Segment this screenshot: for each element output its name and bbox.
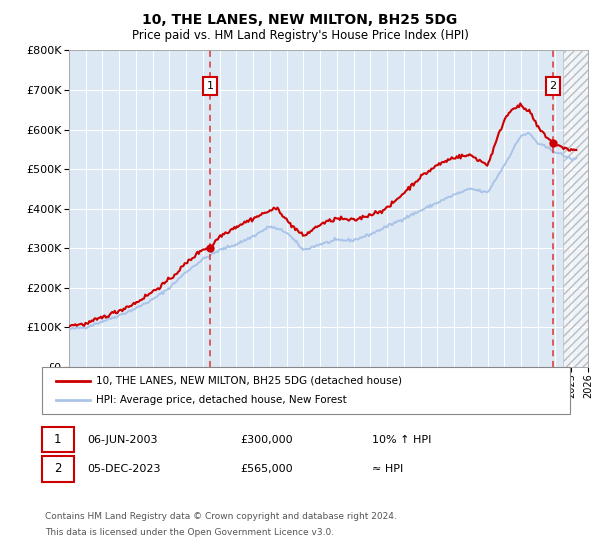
Text: Contains HM Land Registry data © Crown copyright and database right 2024.: Contains HM Land Registry data © Crown c… — [45, 512, 397, 521]
Text: 10% ↑ HPI: 10% ↑ HPI — [372, 435, 431, 445]
Text: 10, THE LANES, NEW MILTON, BH25 5DG: 10, THE LANES, NEW MILTON, BH25 5DG — [142, 13, 458, 27]
Text: £300,000: £300,000 — [240, 435, 293, 445]
Text: £565,000: £565,000 — [240, 464, 293, 474]
Bar — [563, 50, 588, 367]
Text: 05-DEC-2023: 05-DEC-2023 — [87, 464, 161, 474]
Text: 2: 2 — [550, 81, 557, 91]
Text: 1: 1 — [206, 81, 214, 91]
Text: ≈ HPI: ≈ HPI — [372, 464, 403, 474]
Text: HPI: Average price, detached house, New Forest: HPI: Average price, detached house, New … — [96, 395, 347, 405]
Text: 2: 2 — [54, 462, 62, 475]
Text: This data is licensed under the Open Government Licence v3.0.: This data is licensed under the Open Gov… — [45, 528, 334, 536]
Text: 1: 1 — [54, 433, 62, 446]
Text: Price paid vs. HM Land Registry's House Price Index (HPI): Price paid vs. HM Land Registry's House … — [131, 29, 469, 42]
Bar — [563, 50, 588, 367]
Text: 10, THE LANES, NEW MILTON, BH25 5DG (detached house): 10, THE LANES, NEW MILTON, BH25 5DG (det… — [96, 376, 402, 386]
Text: 06-JUN-2003: 06-JUN-2003 — [87, 435, 157, 445]
